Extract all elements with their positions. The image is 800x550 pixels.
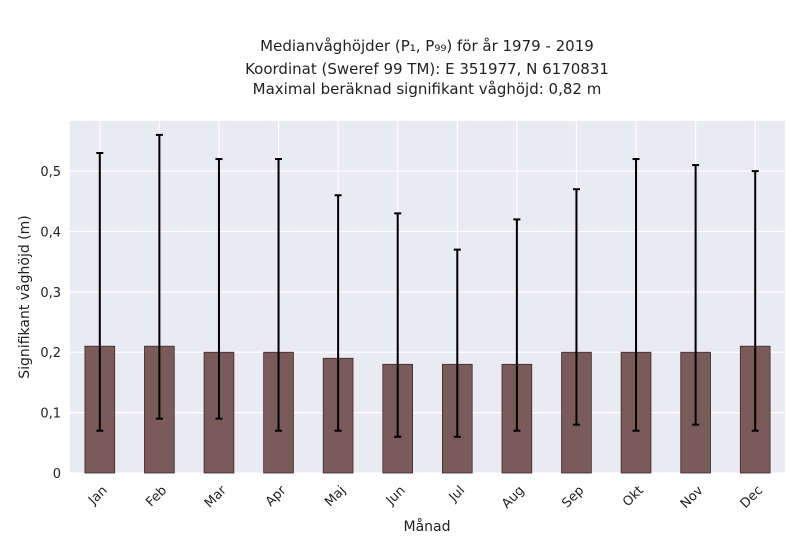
y-tick-label: 0 (53, 467, 61, 482)
x-tick-label: Mar (202, 483, 230, 511)
x-axis-ticks: Jan Feb Mar Apr Maj Jun Jul Aug Sep Okt Nov Dec (85, 483, 766, 512)
error-bar-mar (215, 158, 223, 420)
error-bar-sep (572, 188, 580, 426)
y-axis-ticks: 0 0,1 0,2 0,3 0,4 0,5 (40, 165, 61, 482)
y-tick-label: 0,2 (40, 346, 61, 361)
error-bar-feb (155, 133, 163, 420)
error-bar-jul (453, 248, 461, 438)
error-bar-dec (751, 170, 759, 432)
y-axis-label: Signifikant våghöjd (m) (16, 215, 33, 378)
y-tick-label: 0,1 (40, 407, 61, 422)
x-tick-label: Dec (738, 483, 766, 511)
y-tick-label: 0,5 (40, 165, 61, 180)
x-tick-label: Feb (143, 483, 170, 510)
error-bar-aug (513, 218, 521, 432)
plot-area (70, 121, 785, 473)
y-tick-label: 0,4 (40, 225, 61, 240)
title-line-2: Koordinat (Sweref 99 TM): E 351977, N 61… (245, 60, 609, 78)
x-tick-label: Sep (559, 483, 587, 511)
y-tick-label: 0,3 (40, 286, 61, 301)
error-bar-jan (96, 152, 104, 432)
error-bar-jun (394, 212, 402, 438)
x-axis-label: Månad (404, 518, 451, 535)
x-tick-label: Jun (383, 483, 409, 509)
x-tick-label: Nov (678, 483, 707, 512)
x-tick-label: Okt (620, 483, 647, 510)
error-bar-apr (275, 158, 283, 432)
x-tick-label: Jan (85, 483, 110, 508)
x-tick-label: Jul (446, 483, 468, 505)
x-tick-label: Maj (322, 483, 349, 510)
error-bar-nov (692, 164, 700, 426)
chart-title: Medianvåghöjder (P₁, P₉₉) för år 1979 - … (245, 37, 609, 98)
x-tick-label: Apr (263, 483, 290, 510)
error-bar-okt (632, 158, 640, 432)
x-tick-label: Aug (499, 483, 528, 512)
error-bars (96, 133, 759, 438)
title-line-3: Maximal beräknad signifikant våghöjd: 0,… (253, 80, 602, 98)
title-line-1: Medianvåghöjder (P₁, P₉₉) för år 1979 - … (260, 37, 594, 55)
error-bar-maj (334, 194, 342, 432)
